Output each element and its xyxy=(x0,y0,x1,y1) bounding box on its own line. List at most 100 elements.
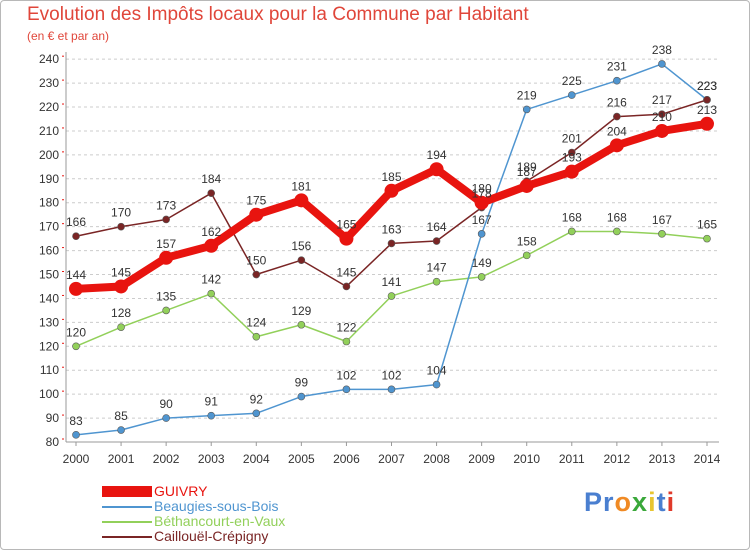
y-tick-label: 190 xyxy=(39,172,59,186)
data-label: 165 xyxy=(697,218,717,232)
y-tick-label: 200 xyxy=(39,148,59,162)
data-point xyxy=(72,342,80,351)
data-point xyxy=(613,112,621,121)
data-point xyxy=(387,239,396,248)
data-point xyxy=(207,289,216,298)
data-label: 163 xyxy=(381,222,401,236)
y-tick-label: 100 xyxy=(39,387,59,401)
data-label: 193 xyxy=(562,151,582,165)
y-tick-label: 180 xyxy=(39,196,59,210)
data-label: 231 xyxy=(607,60,627,74)
data-label: 217 xyxy=(652,93,672,107)
data-point xyxy=(654,123,669,138)
data-point xyxy=(117,323,125,331)
data-label: 166 xyxy=(66,215,86,229)
y-tick-label: 240 xyxy=(39,52,59,66)
data-label: 90 xyxy=(159,397,173,411)
data-label: 167 xyxy=(472,213,492,227)
data-point xyxy=(72,431,80,439)
data-label: 210 xyxy=(652,110,672,124)
data-label: 189 xyxy=(517,160,537,174)
chart-subtitle: (en € et par an) xyxy=(27,29,110,43)
data-point xyxy=(162,215,170,224)
x-tick-label: 2002 xyxy=(153,452,180,466)
data-point xyxy=(432,277,441,286)
data-point xyxy=(519,178,534,193)
data-label: 147 xyxy=(427,261,447,275)
data-point xyxy=(72,232,80,241)
data-label: 165 xyxy=(336,218,356,232)
x-tick-label: 2012 xyxy=(604,452,631,466)
logo-letter: r xyxy=(603,487,615,517)
data-point xyxy=(342,337,351,346)
data-label: 184 xyxy=(201,172,221,186)
data-label: 168 xyxy=(607,210,627,224)
logo-letter: x xyxy=(632,487,649,517)
data-label: 185 xyxy=(381,170,401,184)
data-point xyxy=(384,183,399,198)
legend-swatch-guivry xyxy=(102,486,152,497)
data-label: 213 xyxy=(697,103,717,117)
data-label: 124 xyxy=(246,316,266,330)
data-label: 92 xyxy=(250,392,264,406)
data-label: 120 xyxy=(66,325,86,339)
logo-letter: t xyxy=(656,487,667,517)
data-label: 128 xyxy=(111,306,131,320)
data-point xyxy=(613,227,621,236)
legend-label-guivry: GUIVRY xyxy=(154,483,208,499)
data-point xyxy=(207,189,216,197)
data-label: 142 xyxy=(201,273,221,287)
data-point xyxy=(297,392,306,401)
data-point xyxy=(522,105,531,114)
data-point xyxy=(387,292,396,300)
data-point xyxy=(69,281,83,296)
data-point xyxy=(342,282,351,291)
data-label: 83 xyxy=(69,414,83,428)
chart-title: Evolution des Impôts locaux pour la Comm… xyxy=(27,4,529,25)
data-point xyxy=(658,230,666,238)
data-point xyxy=(294,193,309,208)
data-point xyxy=(249,207,264,222)
data-point xyxy=(613,76,621,85)
x-tick-label: 2011 xyxy=(559,452,585,466)
x-tick-label: 2009 xyxy=(468,452,495,466)
data-point xyxy=(342,385,351,394)
data-point xyxy=(117,426,125,434)
legend-swatch-beaugies xyxy=(102,506,152,508)
data-point xyxy=(387,385,396,394)
data-label: 164 xyxy=(427,220,447,234)
data-point xyxy=(567,227,576,236)
x-tick-label: 2013 xyxy=(649,452,676,466)
data-label: 225 xyxy=(562,74,582,88)
data-point xyxy=(567,148,576,157)
data-label: 104 xyxy=(427,364,447,378)
data-point xyxy=(114,279,129,294)
data-label: 173 xyxy=(156,198,176,212)
data-label: 99 xyxy=(295,376,309,390)
data-point xyxy=(429,162,444,177)
y-tick-label: 80 xyxy=(46,435,60,449)
data-label: 150 xyxy=(246,254,266,268)
data-label: 157 xyxy=(156,237,176,251)
x-tick-label: 2000 xyxy=(63,452,90,466)
data-label: 156 xyxy=(291,239,311,253)
data-point xyxy=(252,270,261,279)
logo-letter: P xyxy=(584,487,604,517)
y-tick-label: 120 xyxy=(39,339,59,353)
data-label: 175 xyxy=(246,194,266,208)
data-label: 219 xyxy=(517,88,537,102)
data-label: 141 xyxy=(381,275,401,289)
data-point xyxy=(297,320,306,329)
data-point xyxy=(567,91,576,99)
data-point xyxy=(252,409,261,418)
data-label: 181 xyxy=(291,179,311,193)
x-tick-label: 2006 xyxy=(333,452,360,466)
logo-letter: o xyxy=(614,487,633,517)
data-point xyxy=(658,110,666,119)
x-tick-label: 2005 xyxy=(288,452,315,466)
x-tick-label: 2007 xyxy=(378,452,405,466)
data-label: 194 xyxy=(427,148,447,162)
y-tick-label: 230 xyxy=(39,76,59,90)
y-tick-label: 170 xyxy=(39,220,59,234)
data-label: 85 xyxy=(114,409,128,423)
